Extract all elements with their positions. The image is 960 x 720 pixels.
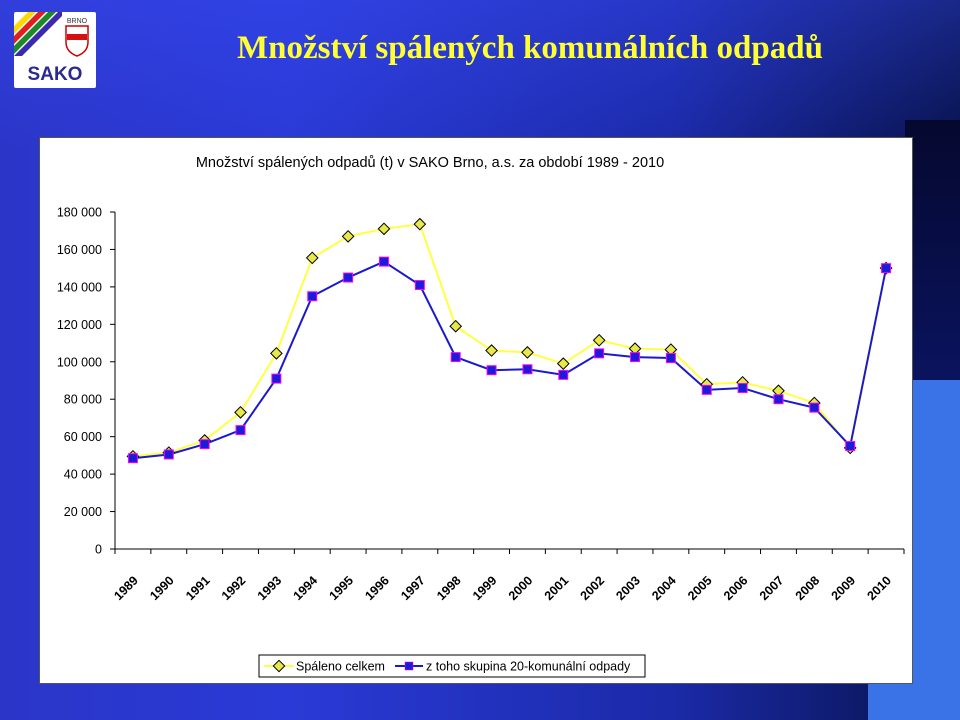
legend-frame [258,654,646,678]
chart-title: Množství spálených odpadů (t) v SAKO Brn… [196,155,664,171]
line-chart: Množství spálených odpadů (t) v SAKO Brn… [57,155,905,678]
series-lines [132,223,888,460]
y-tick-label: 20 000 [64,505,102,519]
x-tick-label: 1996 [362,573,392,603]
data-point-municipal [665,353,676,364]
data-point-municipal [809,402,820,413]
data-point-municipal [450,352,461,363]
x-tick-label: 2002 [578,573,608,603]
y-tick-label: 60 000 [64,430,102,444]
data-point-municipal [522,364,533,375]
data-point-total [413,217,427,231]
legend-label-municipal: z toho skupina 20-komunální odpady [426,660,631,674]
x-tick-label: 2007 [757,573,787,603]
legend-label-total: Spáleno celkem [296,660,385,674]
logo-city-text: BRNO [67,18,88,25]
data-point-total [270,346,283,360]
sako-logo-graphic: BRNO SAKO [14,12,89,85]
y-tick-label: 120 000 [57,318,102,332]
sako-logo: BRNO SAKO [14,12,96,88]
data-point-municipal [630,352,641,363]
x-tick-label: 1997 [398,573,428,603]
x-tick-label: 1990 [147,573,177,603]
data-point-municipal [127,453,138,464]
data-point-total [234,405,247,419]
data-point-total [664,343,678,356]
data-point-municipal [558,369,569,380]
x-tick-label: 2008 [793,573,823,603]
y-axis-tick-labels: 0 20 000 40 000 60 000 80 000 100 000 120 000 1… [57,206,102,557]
x-tick-label: 2009 [829,573,859,603]
background-glow [0,0,960,150]
x-tick-label: 1989 [111,573,141,603]
x-tick-label: 1998 [434,573,464,603]
series-line-total [132,223,888,458]
y-tick-label: 100 000 [57,355,102,369]
y-tick-label: 140 000 [57,280,102,294]
x-tick-label: 2000 [506,573,536,603]
y-tick-label: 180 000 [57,206,102,220]
data-point-total [449,319,463,333]
y-tick-label: 40 000 [64,468,102,482]
data-point-municipal [594,348,605,359]
data-point-municipal [199,439,210,450]
data-point-total [628,342,642,356]
x-tick-label: 1995 [327,573,357,603]
data-point-municipal [163,449,174,460]
slide-title: Množství spálených komunálních odpadů [237,30,823,66]
y-tick-label: 80 000 [64,393,102,407]
series-line-municipal [132,260,888,460]
x-tick-label: 2004 [649,573,679,603]
x-tick-label: 1994 [291,573,321,603]
chart-legend: Spáleno celkem z toho skupina 20-komunál… [258,654,646,678]
brno-shield-icon [65,25,89,57]
x-tick-label: 2003 [613,573,643,603]
data-point-municipal [881,263,892,274]
data-point-total [772,384,785,398]
data-point-total [341,229,355,243]
data-point-municipal [343,272,354,283]
x-tick-label: 2006 [721,573,751,603]
x-tick-label: 1993 [255,573,285,603]
data-point-municipal [271,373,282,384]
y-tick-label: 160 000 [57,243,102,257]
x-tick-label: 2010 [864,573,894,603]
decorative-panel-dark [905,120,960,390]
chart-axes [110,211,905,554]
legend-item-municipal: z toho skupina 20-komunální odpady [395,660,631,674]
data-point-municipal [307,291,318,302]
x-tick-label: 1992 [219,573,249,603]
data-point-municipal [773,394,784,405]
data-point-municipal [486,365,497,376]
data-point-municipal [845,441,856,452]
data-point-municipal [737,382,748,393]
data-point-municipal [414,280,425,291]
x-tick-label: 1999 [470,573,500,603]
x-axis-tick-labels: 1989 1990 1991 1992 1993 1994 1995 1996 1997 1998… [111,573,894,603]
data-point-municipal [701,384,712,395]
y-tick-label: 0 [95,543,102,557]
data-point-municipal [378,256,389,267]
chart-container: Množství spálených odpadů (t) v SAKO Brn… [39,137,913,684]
data-point-total [521,346,534,359]
x-tick-label: 2001 [542,573,572,603]
x-tick-label: 1991 [183,573,213,603]
data-point-municipal [235,425,246,436]
data-point-total [485,344,498,357]
legend-marker-municipal [404,661,414,671]
series-markers [126,217,893,464]
logo-brand-text: SAKO [28,64,83,85]
legend-marker-total [272,659,286,673]
x-tick-label: 2005 [685,573,715,603]
data-point-total [556,357,570,371]
data-point-total [592,333,606,347]
data-point-total [305,251,319,265]
data-point-total [377,222,391,236]
legend-item-total: Spáleno celkem [264,660,385,674]
